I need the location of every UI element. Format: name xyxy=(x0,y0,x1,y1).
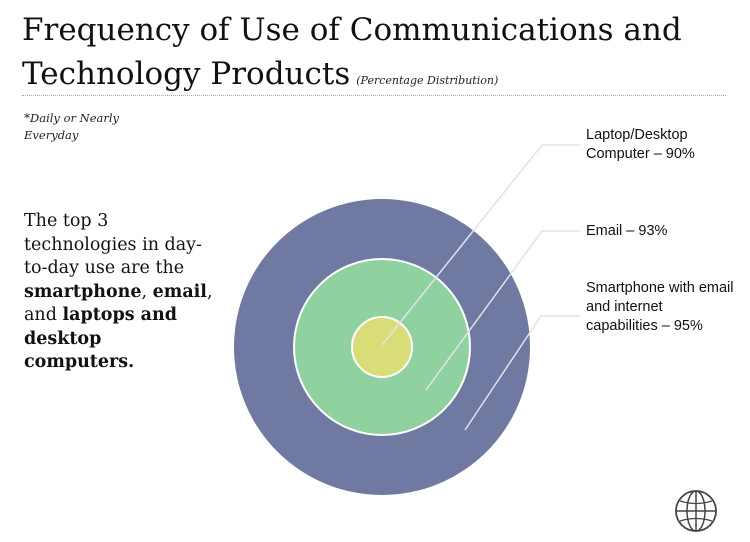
summary-sep-2: , and xyxy=(24,281,213,326)
footnote-asterisk: * xyxy=(24,111,30,125)
title-line-1: Frequency of Use of Communications and xyxy=(22,12,682,48)
title-divider xyxy=(22,95,726,96)
leader-line-laptop xyxy=(381,144,580,346)
title-line-2: Technology Products xyxy=(22,56,351,92)
footnote: *Daily or Nearly Everyday xyxy=(24,110,164,144)
globe-icon xyxy=(675,490,717,532)
summary-intro: The top 3 technologies in day-to-day use… xyxy=(24,211,202,278)
summary-laptops: laptops and desktop computers. xyxy=(24,305,177,372)
page-title: Frequency of Use of Communications and T… xyxy=(22,8,742,103)
footnote-text: Daily or Nearly Everyday xyxy=(24,111,120,142)
label-laptop: Laptop/Desktop Computer – 90% xyxy=(586,127,695,162)
label-smartphone: Smartphone with email and internet capab… xyxy=(586,280,734,334)
ring-laptop xyxy=(351,316,413,378)
title-subtitle: (Percentage Distribution) xyxy=(356,74,499,87)
summary-email: email xyxy=(152,281,207,302)
summary-text: The top 3 technologies in day-to-day use… xyxy=(24,210,214,375)
leader-line-email xyxy=(425,230,580,391)
label-email: Email – 93% xyxy=(586,223,668,239)
leader-line-phone xyxy=(464,315,580,431)
summary-smartphone: smartphone xyxy=(24,281,142,302)
summary-sep-1: , xyxy=(141,281,148,302)
